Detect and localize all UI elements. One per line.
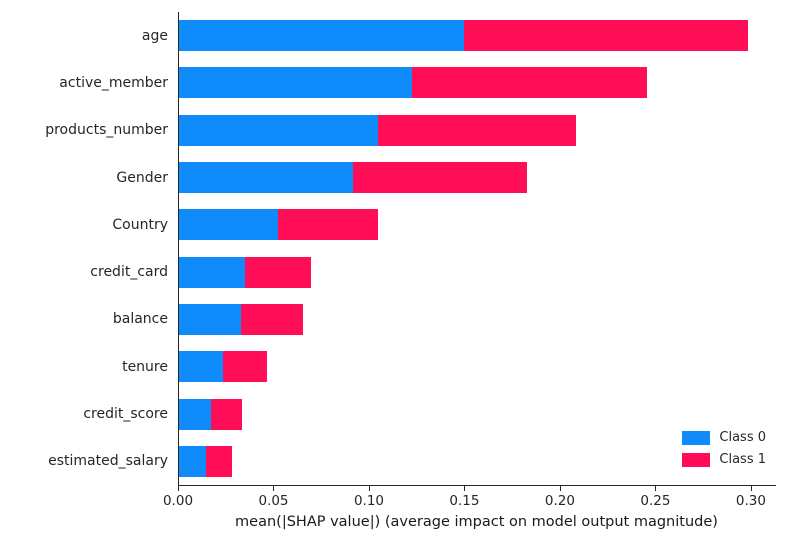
bar-segment-class-1 [205, 445, 233, 477]
x-axis-ticks: 0.00 0.05 0.10 0.15 0.20 0.25 0.30 [163, 486, 775, 512]
bar-segment-class-1 [222, 351, 267, 383]
x-tick-label: 0.15 [449, 493, 480, 509]
bar-segment-class-1 [210, 398, 242, 430]
x-tick-label: 0.00 [162, 493, 194, 509]
legend-item-class-1: Class 1 [682, 452, 766, 467]
ytick-label-tenure: tenure [122, 358, 168, 375]
bar-segment-class-0 [179, 256, 245, 288]
x-tick-mark [559, 486, 561, 491]
bar-segment-class-0 [179, 162, 353, 194]
x-tick-mark [178, 486, 179, 491]
ytick-label-active_member: active_member [59, 74, 168, 91]
x-tick-mark [750, 486, 752, 491]
bar-segment-class-1 [463, 20, 749, 52]
legend-item-class-0: Class 0 [682, 430, 766, 445]
bar-segment-class-1 [278, 209, 378, 241]
legend-swatch [682, 430, 711, 445]
bar-segment-class-0 [179, 445, 206, 477]
legend-label: Class 1 [719, 452, 766, 467]
bar-segment-class-1 [241, 303, 304, 335]
legend: Class 0 Class 1 [682, 430, 766, 467]
bar-segment-class-0 [179, 303, 242, 335]
bar-segment-class-0 [179, 67, 412, 99]
bar-segment-class-1 [377, 114, 577, 146]
x-tick-mark [464, 486, 466, 491]
bar-segment-class-0 [179, 20, 464, 52]
bar-segment-class-1 [411, 67, 647, 99]
ytick-label-products_number: products_number [45, 122, 168, 139]
ytick-label-estimated_salary: estimated_salary [48, 453, 168, 470]
ytick-label-credit_score: credit_score [83, 406, 168, 423]
legend-label: Class 0 [719, 430, 766, 445]
ytick-label-age: age [141, 27, 168, 44]
x-tick-mark [368, 486, 370, 491]
x-tick-label: 0.05 [258, 493, 289, 509]
bar-segment-class-1 [244, 256, 311, 288]
bar-segment-class-0 [179, 114, 378, 146]
x-tick-mark [655, 486, 657, 491]
legend-swatch [682, 452, 711, 467]
ytick-label-Gender: Gender [116, 169, 168, 186]
plot-area: Class 0 Class 1 [178, 12, 776, 486]
x-tick-label: 0.20 [544, 493, 575, 509]
bar-segment-class-0 [179, 398, 211, 430]
x-tick-label: 0.10 [353, 493, 384, 509]
bar-segment-class-1 [352, 162, 527, 194]
ytick-label-credit_card: credit_card [90, 264, 168, 281]
bar-segment-class-0 [179, 209, 279, 241]
y-axis-tick-labels: age active_member products_number Gender Cou… [0, 12, 168, 485]
ytick-label-balance: balance [112, 311, 168, 328]
x-tick-label: 0.25 [640, 493, 671, 509]
bar-segment-class-0 [179, 351, 223, 383]
x-tick-label: 0.30 [735, 493, 766, 509]
x-axis-label: mean(|SHAP value|) (average impact on mo… [235, 514, 718, 530]
ytick-label-Country: Country [112, 216, 168, 233]
x-tick-mark [273, 486, 275, 491]
